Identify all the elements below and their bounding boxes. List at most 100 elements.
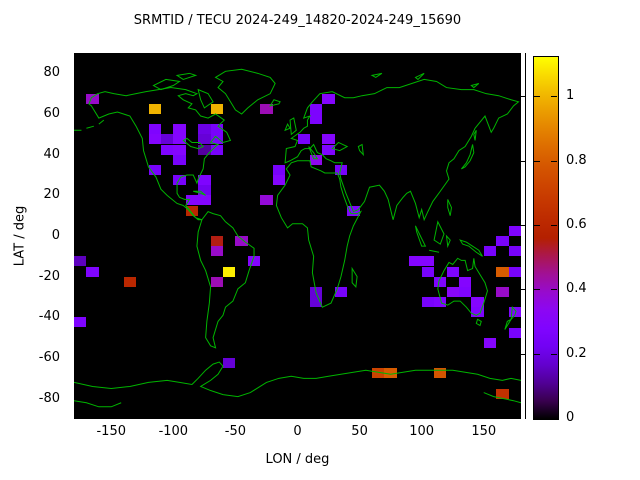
- colorbar-tick-mark: [551, 289, 557, 291]
- y-axis-label: LAT / deg: [12, 205, 28, 267]
- y-tick-label: 20: [43, 187, 60, 203]
- y-tick-label: -80: [38, 390, 60, 406]
- colorbar-tick-mark: [534, 160, 540, 162]
- heatmap-cell: [421, 256, 435, 267]
- heatmap-cell: [508, 307, 521, 318]
- coast-indonesia: [415, 199, 482, 256]
- x-tick-label: 150: [471, 424, 497, 439]
- heatmap-cell: [458, 286, 472, 297]
- heatmap-cell: [86, 93, 99, 104]
- coast-madagascar: [352, 269, 357, 287]
- heatmap-cell: [198, 124, 211, 135]
- heatmap-cell: [247, 256, 261, 267]
- colorbar-tick-mark: [534, 224, 540, 226]
- heatmap-cell: [272, 175, 286, 186]
- x-tick-label: -150: [96, 424, 126, 439]
- heatmap-cell: [421, 297, 435, 308]
- colorbar-axis-line: [525, 53, 526, 419]
- heatmap-cell: [86, 266, 99, 277]
- heatmap-cell: [496, 286, 509, 297]
- heatmap-cell: [309, 114, 323, 125]
- y-tick-label: 60: [43, 106, 60, 121]
- heatmap-cell: [148, 124, 161, 135]
- heatmap-cell: [123, 276, 137, 287]
- heatmap-cell: [322, 93, 335, 104]
- colorbar-tick-mark: [520, 96, 525, 98]
- heatmap-cell: [198, 195, 211, 206]
- coast-arctic-islands: [153, 73, 195, 89]
- x-axis-label: LON / deg: [265, 452, 330, 467]
- colorbar-tick-label: 0.8: [566, 152, 587, 168]
- y-tick-label: 0: [51, 228, 60, 243]
- coast-australia: [438, 258, 488, 315]
- coast-south-america: [197, 212, 254, 348]
- heatmap-cell: [223, 266, 236, 277]
- heatmap-cell: [309, 103, 323, 114]
- heatmap-cell: [223, 358, 236, 369]
- heatmap-cell: [434, 368, 447, 379]
- heatmap-cell: [260, 195, 273, 206]
- heatmap-cell: [322, 144, 335, 155]
- heatmap-cell: [372, 368, 385, 379]
- heatmap-cell: [458, 276, 472, 287]
- chart-title: SRMTID / TECU 2024-249_14820-2024-249_15…: [133, 13, 462, 28]
- heatmap-cell: [471, 307, 484, 318]
- x-tick-label: 0: [293, 424, 302, 439]
- coast-aleutians: [74, 120, 104, 130]
- y-tick-label: 80: [43, 65, 60, 81]
- coast-tasmania: [476, 319, 481, 325]
- y-tick-label: 40: [43, 146, 60, 162]
- coast-japan: [461, 130, 476, 169]
- coast-new-zealand: [505, 307, 516, 329]
- heatmap-cell: [471, 297, 484, 308]
- heatmap-cell: [496, 388, 509, 399]
- heatmap-cell: [185, 195, 199, 206]
- y-tick-label: -60: [38, 350, 60, 365]
- coast-ice-shelves: [74, 393, 521, 407]
- heatmap-cell: [173, 175, 186, 186]
- heatmap-cell: [210, 144, 223, 155]
- heatmap-cell: [198, 185, 211, 196]
- heatmap-cell: [210, 276, 223, 287]
- colorbar-tick-label: 1: [566, 88, 575, 104]
- heatmap-cell: [421, 266, 435, 277]
- colorbar-tick-mark: [551, 160, 557, 162]
- heatmap-cell: [309, 154, 323, 165]
- x-tick-label: 50: [351, 424, 368, 439]
- colorbar-tick-label: 0: [566, 410, 575, 425]
- heatmap-cell: [198, 134, 211, 145]
- heatmap-cell: [434, 297, 447, 308]
- y-tick-label: -20: [38, 268, 60, 284]
- colorbar-tick-mark: [520, 224, 525, 226]
- heatmap-cell: [483, 337, 497, 348]
- colorbar-tick-mark: [534, 96, 540, 98]
- colorbar-tick-mark: [551, 96, 557, 98]
- colorbar-tick-mark: [520, 353, 525, 355]
- heatmap-cell: [434, 276, 447, 287]
- heatmap-cell: [210, 124, 223, 135]
- x-tick-label: -100: [158, 424, 189, 439]
- plot-area: [74, 53, 521, 419]
- coast-black-sea: [332, 142, 347, 150]
- colorbar-tick-mark: [534, 289, 540, 291]
- colorbar-tick-label: 0.6: [566, 216, 587, 232]
- coast-britain: [285, 118, 296, 134]
- heatmap-cell: [185, 205, 199, 216]
- heatmap-cell: [148, 164, 161, 175]
- heatmap-cell: [508, 327, 521, 338]
- heatmap-cell: [309, 297, 323, 308]
- heatmap-cell: [148, 134, 161, 145]
- heatmap-cell: [74, 256, 87, 267]
- heatmap-cell: [173, 144, 186, 155]
- heatmap-cell: [173, 124, 186, 135]
- coast-italy: [309, 147, 318, 159]
- heatmap-cell: [148, 103, 161, 114]
- heatmap-cell: [198, 144, 211, 155]
- coast-eurasia: [285, 79, 518, 219]
- colorbar-tick-mark: [551, 353, 557, 355]
- coast-greenland: [216, 69, 276, 114]
- heatmap-cell: [496, 266, 509, 277]
- heatmap-cell: [198, 175, 211, 186]
- heatmap-cell: [210, 134, 223, 145]
